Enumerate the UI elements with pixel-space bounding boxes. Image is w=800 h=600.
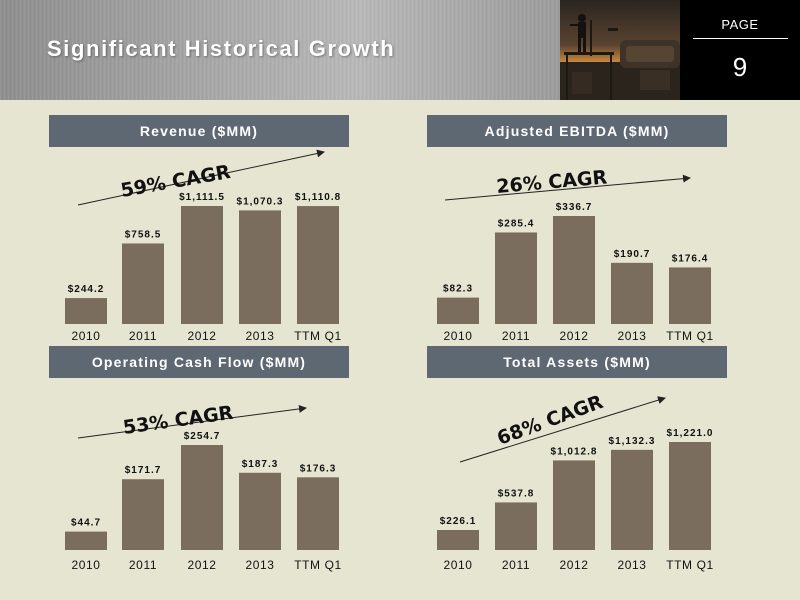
bar-0-0 [65, 298, 107, 324]
category-label-1-0: 2010 [443, 329, 472, 343]
bar-1-4 [669, 267, 711, 324]
bar-2-2 [181, 445, 223, 550]
bar-0-1 [122, 243, 164, 324]
category-label-1-3: 2013 [617, 329, 646, 343]
bar-1-2 [553, 216, 595, 324]
category-label-0-3: 2013 [245, 329, 274, 343]
bar-3-1 [495, 502, 537, 550]
category-label-2-0: 2010 [71, 558, 100, 572]
category-label-0-0: 2010 [71, 329, 100, 343]
category-label-3-2: 2012 [559, 558, 588, 572]
value-label-2-2: $254.7 [184, 431, 221, 442]
bar-3-3 [611, 449, 653, 550]
bar-0-2 [181, 206, 223, 324]
value-label-2-0: $44.7 [71, 518, 101, 529]
category-label-2-3: 2013 [245, 558, 274, 572]
value-label-1-4: $176.4 [672, 253, 709, 264]
oilfield-worker-photo [560, 0, 680, 100]
bar-0-3 [239, 210, 281, 324]
cagr-arrow-3 [459, 396, 666, 463]
category-label-2-4: TTM Q1 [294, 558, 342, 572]
category-label-0-1: 2011 [129, 329, 157, 343]
cagr-label-1: 26% CAGR [496, 166, 609, 198]
value-label-2-4: $176.3 [300, 463, 337, 474]
category-label-3-3: 2013 [617, 558, 646, 572]
category-label-3-1: 2011 [502, 558, 530, 572]
bar-3-4 [669, 442, 711, 550]
category-label-1-4: TTM Q1 [666, 329, 714, 343]
bar-1-0 [437, 297, 479, 324]
bar-1-3 [611, 262, 653, 324]
value-label-3-2: $1,012.8 [551, 446, 598, 457]
bar-2-1 [122, 479, 164, 550]
value-label-0-2: $1,111.5 [179, 192, 225, 203]
cash-flow-chart-title: Operating Cash Flow ($MM) [49, 346, 349, 378]
bar-3-0 [437, 530, 479, 550]
bar-1-1 [495, 232, 537, 324]
cagr-arrow-0 [77, 149, 325, 206]
value-label-3-0: $226.1 [440, 516, 477, 527]
category-label-0-2: 2012 [187, 329, 216, 343]
page-label: PAGE [721, 17, 759, 32]
value-label-3-3: $1,132.3 [609, 436, 656, 447]
value-label-1-0: $82.3 [443, 284, 473, 295]
page-divider [693, 38, 788, 39]
category-label-1-1: 2011 [502, 329, 530, 343]
value-label-3-4: $1,221.0 [667, 428, 714, 439]
value-label-0-1: $758.5 [125, 229, 162, 240]
bar-2-4 [297, 477, 339, 550]
value-label-2-3: $187.3 [242, 459, 279, 470]
bar-0-4 [297, 206, 339, 324]
value-label-1-3: $190.7 [614, 249, 651, 260]
value-label-1-1: $285.4 [498, 218, 535, 229]
cagr-arrow-1 [444, 174, 691, 201]
value-label-2-1: $171.7 [125, 465, 162, 476]
revenue-chart-title: Revenue ($MM) [49, 115, 349, 147]
bar-3-2 [553, 460, 595, 550]
category-label-2-2: 2012 [187, 558, 216, 572]
bar-2-0 [65, 531, 107, 550]
page-indicator: PAGE 9 [680, 0, 800, 100]
cagr-arrow-2 [77, 404, 307, 439]
category-label-2-1: 2011 [129, 558, 157, 572]
page-number: 9 [732, 52, 748, 82]
bar-2-3 [239, 472, 281, 550]
category-label-1-2: 2012 [559, 329, 588, 343]
ebitda-chart-title: Adjusted EBITDA ($MM) [427, 115, 727, 147]
category-label-0-4: TTM Q1 [294, 329, 342, 343]
value-label-1-2: $336.7 [556, 202, 593, 213]
category-label-3-0: 2010 [443, 558, 472, 572]
value-label-0-0: $244.2 [68, 284, 105, 295]
header-banner: Significant Historical Growth PAGE [0, 0, 800, 100]
total-assets-chart-title: Total Assets ($MM) [427, 346, 727, 378]
value-label-0-3: $1,070.3 [237, 196, 284, 207]
category-label-3-4: TTM Q1 [666, 558, 714, 572]
page-title: Significant Historical Growth [47, 36, 396, 61]
value-label-3-1: $537.8 [498, 488, 535, 499]
cagr-label-3: 68% CAGR [494, 391, 606, 450]
value-label-0-4: $1,110.8 [295, 192, 341, 203]
